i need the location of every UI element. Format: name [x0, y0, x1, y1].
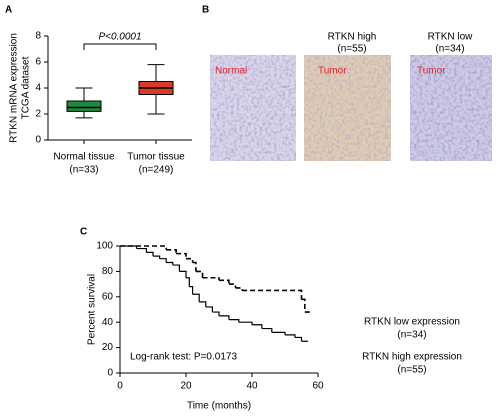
survival-step: [202, 276, 220, 281]
y-tick-label: 100: [96, 241, 113, 252]
survival-step: [228, 283, 237, 288]
survival-step: [294, 336, 303, 342]
y-tick-label: 60: [102, 291, 114, 302]
y-axis-label: Percent survival: [87, 274, 98, 345]
legend-label: RTKN high expression: [362, 352, 462, 363]
x-tick-label: Normal tissue: [53, 152, 115, 163]
histology-images: [210, 55, 492, 161]
x-tick-label: 0: [117, 381, 123, 392]
box: [66, 100, 102, 112]
survival-step: [238, 321, 253, 325]
survival-step: [219, 279, 230, 285]
legend-note: (n=34): [397, 330, 426, 341]
survival-step: [252, 324, 263, 329]
survival-step: [189, 286, 194, 295]
y-tick-label: 6: [35, 57, 41, 68]
survival-step: [136, 247, 147, 253]
survival-step: [176, 252, 187, 259]
y-tick-label: 4: [35, 83, 41, 94]
survival-step: [172, 264, 180, 272]
y-tick-label: 0: [107, 368, 113, 379]
y-tick-label: 2: [35, 109, 41, 120]
survival-step: [228, 319, 240, 323]
survival-step: [301, 298, 306, 313]
x-tick-label: 40: [246, 381, 258, 392]
survival-step: [166, 261, 174, 266]
image-texture: [210, 55, 296, 161]
y-tick-label: 8: [35, 31, 41, 42]
survival-step: [261, 327, 273, 333]
survival-step: [179, 270, 187, 278]
survival-step: [120, 245, 167, 250]
significance-bracket: [83, 43, 157, 50]
image-label: Tumor: [318, 66, 347, 77]
legend-note: (n=55): [397, 365, 426, 376]
survival-step: [285, 334, 296, 338]
x-tick-note: (n=33): [69, 165, 98, 176]
survival-step: [219, 315, 230, 320]
survival-step: [166, 249, 177, 254]
survival-step: [186, 257, 194, 263]
x-tick-label: Tumor tissue: [127, 152, 185, 163]
legend-label: RTKN low expression: [364, 317, 460, 328]
survival-step: [146, 251, 154, 257]
x-axis-label: Time (months): [187, 401, 251, 412]
panel-label: C: [80, 227, 87, 238]
survival-step: [298, 289, 303, 300]
survival-step: [159, 258, 167, 263]
survival-step: [192, 293, 200, 302]
x-tick-label: 20: [180, 381, 192, 392]
survival-step: [199, 301, 207, 307]
image-label: Normal: [215, 66, 247, 77]
y-tick-label: 40: [102, 317, 114, 328]
column-header: RTKN low: [428, 32, 474, 43]
y-tick-label: 80: [102, 266, 114, 277]
y-tick-label: 20: [102, 342, 114, 353]
survival-step: [120, 245, 138, 249]
column-header: RTKN high: [328, 32, 377, 43]
survival-step: [195, 270, 204, 278]
survival-step: [205, 306, 213, 313]
image-texture: [410, 55, 492, 161]
survival-step: [271, 331, 286, 335]
panel-label: A: [5, 5, 12, 16]
survival-step: [235, 287, 243, 291]
x-tick-note: (n=249): [139, 165, 174, 176]
annotation: Log-rank test: P=0.0173: [130, 352, 237, 363]
y-tick-label: 0: [35, 135, 41, 146]
y-axis-label: TCGA dataset: [21, 56, 32, 119]
survival-step: [212, 311, 220, 316]
survival-step: [153, 255, 161, 259]
annotation: P<0.0001: [98, 32, 141, 43]
column-header: (n=34): [435, 44, 464, 55]
image-label: Tumor: [417, 66, 446, 77]
survival-step: [192, 261, 197, 272]
x-tick-label: 60: [312, 381, 324, 392]
image-texture: [304, 55, 391, 161]
panel-label: B: [202, 5, 209, 16]
y-axis-label: RTKN mRNA expression: [9, 33, 20, 143]
column-header: (n=55): [337, 44, 366, 55]
survival-step: [186, 277, 190, 287]
